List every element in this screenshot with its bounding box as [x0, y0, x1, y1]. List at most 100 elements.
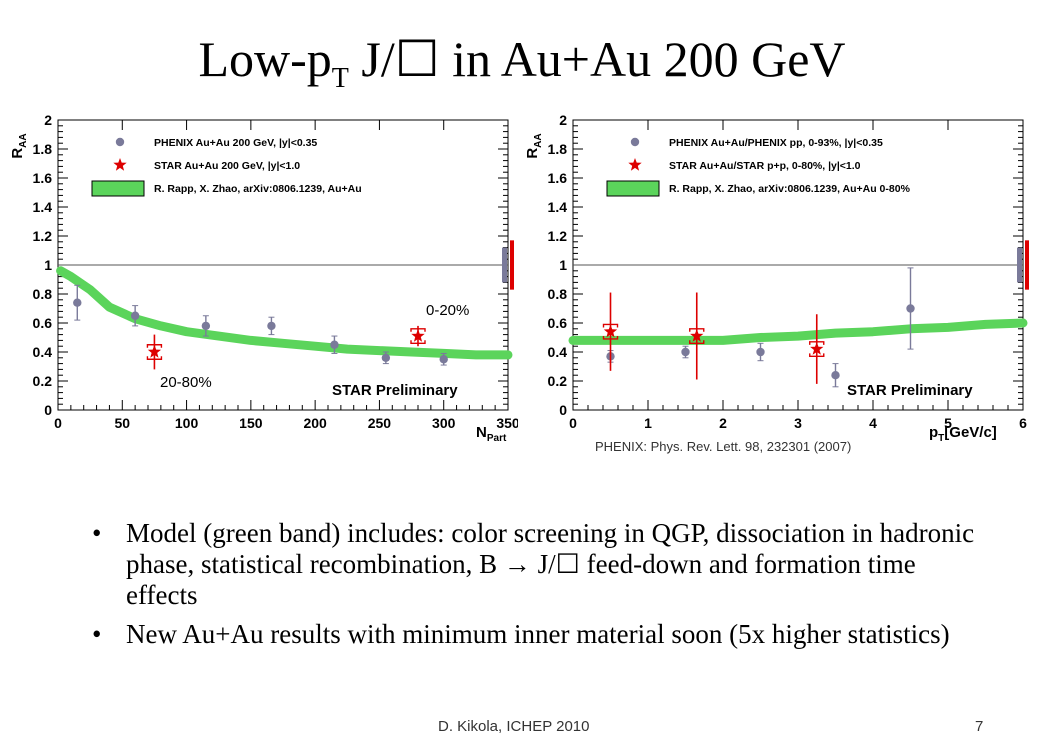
legend-marker-circle	[630, 137, 640, 147]
x-tick-label: 6	[1019, 415, 1027, 431]
star-point	[147, 345, 162, 358]
y-tick-label: 0.8	[33, 286, 53, 302]
annotation-star-preliminary: STAR Preliminary	[847, 382, 973, 399]
systematic-bracket	[602, 323, 619, 340]
star-normalization-box	[510, 240, 514, 290]
phenix-point	[73, 298, 82, 307]
phenix-point	[906, 304, 915, 313]
annotation-centrality-20-80: 20-80%	[160, 374, 212, 391]
phenix-point	[681, 347, 690, 357]
y-tick-label: 1.8	[548, 141, 568, 157]
annotation-phenix-reference: PHENIX: Phys. Rev. Lett. 98, 232301 (200…	[595, 439, 851, 454]
x-tick-label: 200	[303, 415, 327, 431]
model-band	[56, 266, 513, 360]
title-subscript: T	[331, 63, 349, 94]
legend-marker-band	[606, 180, 660, 197]
y-tick-label: 0.2	[548, 373, 568, 389]
y-tick-label: 1.2	[33, 228, 53, 244]
x-tick-label: 50	[114, 415, 130, 431]
bullet-text: New Au+Au results with minimum inner mat…	[126, 619, 950, 649]
chart-raa-vs-pt: 0 0.2 0.4 0.6 0.8 1 1.2 1.4 1.6 1.8 2 0 1 2 3 4 5 6 PHENIX…	[524, 112, 1029, 454]
star-point	[603, 324, 618, 338]
phenix-point	[130, 311, 140, 320]
y-axis-title: RAA	[524, 133, 544, 158]
phenix-point	[439, 355, 448, 364]
phenix-point	[267, 321, 276, 331]
y-tick-label: 1.4	[33, 199, 53, 215]
slide-title: Low-pT J/☐ in Au+Au 200 GeV	[0, 30, 1044, 95]
y-tick-label: 0.8	[548, 286, 568, 302]
x-tick-label: 2	[719, 415, 727, 431]
x-tick-label: 0	[569, 415, 577, 431]
annotation-centrality-0-20: 0-20%	[426, 302, 469, 319]
x-tick-label: 1	[644, 415, 652, 431]
systematic-bracket	[689, 328, 705, 344]
legend-marker-band	[91, 180, 145, 197]
x-tick-label: 150	[239, 415, 263, 431]
y-tick-label: 1.4	[548, 199, 568, 215]
phenix-point	[381, 353, 391, 362]
bullet-item: • New Au+Au results with minimum inner ma…	[92, 619, 992, 650]
bullet-icon: •	[92, 518, 102, 548]
x-tick-label: 5	[944, 415, 952, 431]
title-text-rest: J/☐ in Au+Au 200 GeV	[348, 31, 846, 87]
systematic-bracket	[809, 341, 825, 358]
legend-label: PHENIX Au+Au/PHENIX pp, 0-93%, |y|<0.35	[669, 137, 883, 149]
y-tick-label: 1.6	[548, 170, 568, 186]
y-tick-label: 2	[559, 112, 567, 128]
x-tick-label: 4	[869, 415, 877, 431]
phenix-point	[756, 347, 765, 357]
x-tick-label: 3	[794, 415, 802, 431]
y-tick-label: 0.4	[33, 344, 53, 360]
x-tick-label: 100	[175, 415, 199, 431]
y-tick-label: 0.4	[548, 344, 568, 360]
legend-marker-star	[628, 158, 642, 171]
star-normalization-box	[1025, 240, 1029, 290]
legend-label: STAR Au+Au/STAR p+p, 0-80%, |y|<1.0	[669, 160, 861, 172]
model-band	[568, 318, 1028, 345]
y-tick-label: 1.6	[33, 170, 53, 186]
x-tick-label: 300	[432, 415, 456, 431]
phenix-point	[831, 371, 840, 380]
y-tick-label: 1.2	[548, 228, 568, 244]
bullet-icon: •	[92, 619, 102, 649]
annotation-star-preliminary: STAR Preliminary	[332, 382, 458, 399]
x-axis-title: pT[GeV/c]	[929, 424, 997, 444]
y-tick-label: 0	[559, 402, 567, 418]
footer-page-number: 7	[975, 718, 984, 735]
y-tick-label: 1	[44, 257, 52, 273]
y-tick-label: 0.6	[33, 315, 53, 331]
star-point	[810, 342, 824, 355]
x-tick-label: 250	[368, 415, 392, 431]
legend-label: R. Rapp, X. Zhao, arXiv:0806.1239, Au+Au…	[669, 183, 911, 195]
chart-raa-vs-npart: 0 0.2 0.4 0.6 0.8 1 1.2 1.4 1.6 1.8 2 0 50 100 150 200 2…	[9, 112, 518, 444]
footer-author: D. Kikola, ICHEP 2010	[438, 718, 590, 735]
title-text: Low-p	[198, 31, 332, 87]
bullet-list: • Model (green band) includes: color scre…	[92, 518, 992, 658]
legend-label: STAR Au+Au 200 GeV, |y|<1.0	[154, 160, 300, 172]
y-tick-label: 0	[44, 402, 52, 418]
y-tick-label: 0.2	[33, 373, 53, 389]
y-tick-label: 1.8	[33, 141, 53, 157]
y-axis-title: RAA	[9, 133, 29, 158]
bullet-text: Model (green band) includes: color scree…	[126, 518, 975, 610]
phenix-point	[330, 340, 339, 349]
y-tick-label: 0.6	[548, 315, 568, 331]
bullet-item: • Model (green band) includes: color scre…	[92, 518, 992, 611]
legend-label: PHENIX Au+Au 200 GeV, |y|<0.35	[154, 137, 317, 149]
legend-marker-circle	[115, 137, 125, 147]
phenix-normalization-box	[1017, 247, 1022, 283]
legend-label: R. Rapp, X. Zhao, arXiv:0806.1239, Au+Au	[154, 183, 362, 195]
y-tick-label: 1	[559, 257, 567, 273]
systematic-bracket	[410, 328, 426, 344]
x-tick-label: 0	[54, 415, 62, 431]
star-point	[690, 329, 704, 342]
x-tick-label: 350	[496, 415, 518, 431]
phenix-point	[201, 321, 211, 331]
systematic-bracket	[146, 344, 163, 360]
x-axis-title: NPart	[476, 424, 507, 444]
legend-marker-star	[113, 158, 127, 171]
phenix-normalization-box	[502, 247, 507, 283]
y-tick-label: 2	[44, 112, 52, 128]
star-point	[411, 329, 425, 342]
